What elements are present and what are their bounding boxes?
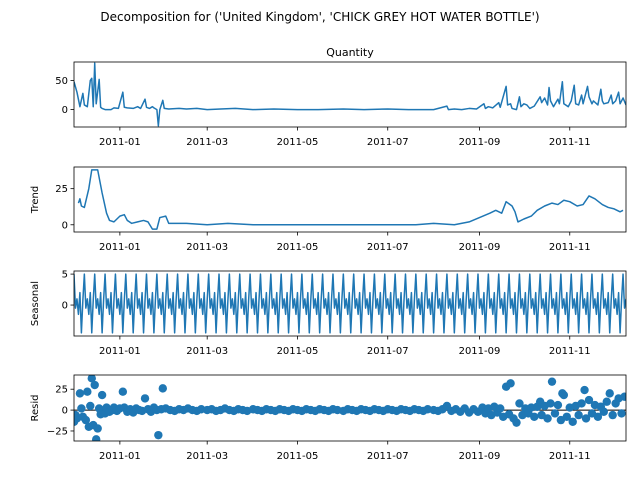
resid-point-146 bbox=[574, 410, 583, 420]
resid-point-153 bbox=[593, 412, 603, 421]
resid-point-4 bbox=[77, 404, 86, 413]
xtick-label-resid-3: 2011-07 bbox=[367, 451, 409, 462]
resid-point-9 bbox=[86, 401, 95, 411]
xtick-label-trend-1: 2011-03 bbox=[186, 242, 228, 253]
resid-point-147 bbox=[577, 399, 586, 408]
resid-point-141 bbox=[559, 390, 569, 400]
resid-point-117 bbox=[496, 404, 505, 413]
resid-point-121 bbox=[506, 379, 515, 388]
resid-point-156 bbox=[602, 397, 611, 406]
resid-point-148 bbox=[580, 385, 589, 395]
xtick-label-seasonal-3: 2011-07 bbox=[367, 346, 409, 357]
chart-suptitle: Decomposition for ('United Kingdom', 'CH… bbox=[100, 10, 539, 24]
panel-trend: 0 25 2011-01 2011-03 2011-05 2011-07 2011-09 20… bbox=[30, 166, 627, 253]
xtick-label-trend-3: 2011-07 bbox=[367, 242, 409, 253]
resid-point-17 bbox=[97, 390, 107, 400]
panel-resid: −25 0 25 2011-01 2011-03 2011-05 2011-07 2011-0… bbox=[30, 374, 627, 462]
ytick-label-observed-1: 50 bbox=[55, 76, 68, 87]
xtick-label-seasonal-2: 2011-05 bbox=[277, 346, 319, 357]
panel-title-observed: Quantity bbox=[326, 46, 374, 59]
ylabel-trend: Trend bbox=[30, 186, 41, 214]
xtick-label-trend-4: 2011-09 bbox=[459, 242, 501, 253]
frame-trend bbox=[73, 166, 627, 233]
ytick-label-trend-1: 25 bbox=[55, 184, 68, 195]
ytick-label-observed-0: 0 bbox=[62, 105, 68, 116]
resid-point-138 bbox=[553, 400, 563, 410]
resid-point-33 bbox=[140, 394, 150, 403]
xtick-label-trend-0: 2011-01 bbox=[99, 242, 141, 253]
ytick-label-resid-0: −25 bbox=[47, 426, 68, 437]
plot-area-resid bbox=[74, 375, 626, 441]
resid-point-12 bbox=[90, 380, 99, 390]
xtick-label-resid-2: 2011-05 bbox=[277, 451, 319, 462]
resid-point-142 bbox=[562, 412, 571, 421]
resid-point-40 bbox=[158, 384, 167, 393]
resid-point-6 bbox=[81, 415, 91, 425]
resid-point-136 bbox=[547, 377, 557, 386]
series-line-trend bbox=[77, 169, 624, 230]
ylabel-seasonal: Seasonal bbox=[30, 281, 41, 326]
resid-point-38 bbox=[154, 430, 163, 440]
ytick-label-resid-2: 25 bbox=[55, 385, 68, 396]
resid-point-25 bbox=[118, 387, 128, 396]
ytick-label-seasonal-0: 0 bbox=[62, 301, 68, 312]
resid-point-7 bbox=[83, 387, 92, 396]
xtick-label-seasonal-0: 2011-01 bbox=[99, 346, 141, 357]
ytick-label-resid-1: 0 bbox=[62, 406, 68, 417]
resid-point-150 bbox=[584, 395, 594, 405]
plot-area-observed bbox=[74, 62, 626, 127]
ylabel-resid: Resid bbox=[30, 395, 41, 422]
resid-point-162 bbox=[620, 392, 626, 401]
plot-area-trend bbox=[77, 169, 624, 230]
resid-point-135 bbox=[546, 399, 555, 408]
xtick-label-seasonal-1: 2011-03 bbox=[186, 346, 228, 357]
resid-point-155 bbox=[599, 407, 608, 416]
resid-point-123 bbox=[512, 418, 521, 427]
ytick-label-seasonal-1: 5 bbox=[62, 270, 68, 281]
xtick-label-trend-5: 2011-11 bbox=[549, 242, 591, 253]
resid-point-3 bbox=[75, 389, 85, 398]
resid-point-13 bbox=[92, 435, 101, 441]
xtick-label-observed-2: 2011-05 bbox=[277, 137, 319, 148]
resid-point-14 bbox=[93, 424, 102, 433]
resid-point-161 bbox=[617, 409, 626, 418]
resid-point-137 bbox=[550, 409, 560, 418]
resid-point-158 bbox=[608, 410, 617, 420]
resid-point-134 bbox=[543, 414, 552, 423]
xtick-label-resid-4: 2011-09 bbox=[459, 451, 501, 462]
resid-point-157 bbox=[605, 389, 614, 398]
series-line-seasonal bbox=[74, 273, 626, 334]
xtick-label-resid-0: 2011-01 bbox=[99, 451, 141, 462]
xtick-label-observed-1: 2011-03 bbox=[186, 137, 228, 148]
frame-observed bbox=[73, 61, 627, 128]
xtick-label-trend-2: 2011-05 bbox=[277, 242, 319, 253]
xtick-label-observed-5: 2011-11 bbox=[549, 137, 591, 148]
xtick-label-observed-4: 2011-09 bbox=[459, 137, 501, 148]
plot-area-seasonal bbox=[74, 273, 626, 334]
xtick-label-seasonal-4: 2011-09 bbox=[459, 346, 501, 357]
resid-point-144 bbox=[568, 417, 577, 426]
frame-seasonal bbox=[73, 270, 627, 337]
resid-point-129 bbox=[530, 412, 539, 421]
xtick-label-resid-1: 2011-03 bbox=[186, 451, 228, 462]
panel-seasonal: 0 5 2011-01 2011-03 2011-05 2011-07 2011-09 201… bbox=[30, 270, 627, 357]
frame-resid bbox=[73, 374, 627, 442]
xtick-label-seasonal-5: 2011-11 bbox=[549, 346, 591, 357]
xtick-label-observed-3: 2011-07 bbox=[367, 137, 409, 148]
xtick-label-resid-5: 2011-11 bbox=[549, 451, 591, 462]
series-line-observed bbox=[74, 62, 626, 127]
resid-point-149 bbox=[581, 414, 591, 423]
panel-observed: 0 50 2011-01 2011-03 2011-05 2011-07 2011-09 20… bbox=[55, 46, 627, 148]
resid-point-10 bbox=[87, 375, 96, 383]
ytick-label-trend-0: 0 bbox=[62, 220, 68, 231]
resid-point-124 bbox=[515, 399, 524, 408]
xtick-label-observed-0: 2011-01 bbox=[99, 137, 141, 148]
